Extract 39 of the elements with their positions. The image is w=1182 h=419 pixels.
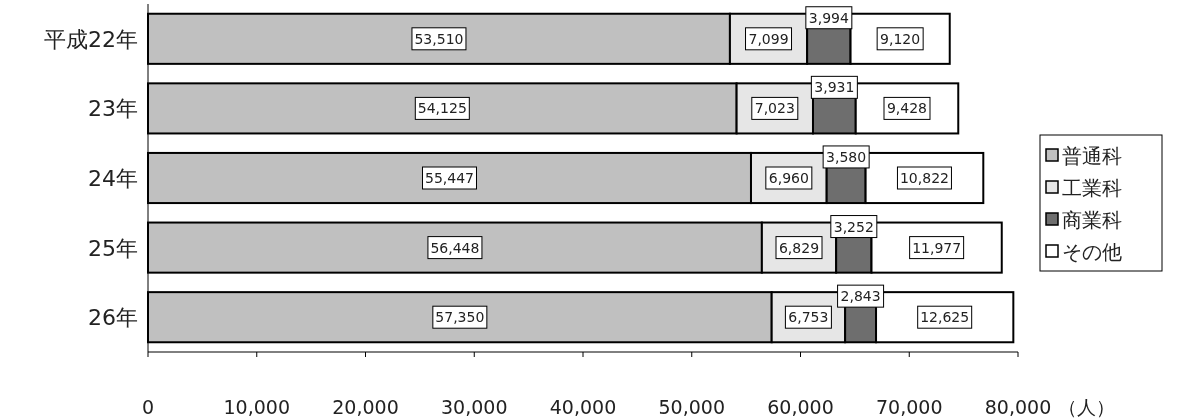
data-label: 3,580 <box>826 148 867 165</box>
data-label: 7,023 <box>754 100 795 117</box>
data-label: 56,448 <box>430 239 480 256</box>
legend-label: 商業科 <box>1062 208 1122 232</box>
x-tick-label: 50,000 <box>658 396 725 418</box>
x-tick-label: 80,000 <box>984 396 1052 418</box>
data-label: 3,252 <box>833 218 874 235</box>
data-label: 3,931 <box>814 79 855 96</box>
legend-label: その他 <box>1062 240 1122 264</box>
x-tick-label: 30,000 <box>441 396 508 418</box>
x-tick-label: 20,000 <box>332 396 399 418</box>
data-label: 9,428 <box>886 100 928 117</box>
legend-label: 普通科 <box>1062 144 1122 168</box>
y-tick-label: 平成22年 <box>44 26 138 52</box>
x-tick-label: 0 <box>141 396 155 418</box>
data-label: 10,822 <box>899 170 949 186</box>
data-label: 3,994 <box>808 9 849 26</box>
legend-label: 工業科 <box>1062 176 1122 200</box>
data-label: 53,510 <box>414 30 464 47</box>
data-label: 11,977 <box>912 239 962 256</box>
data-label: 9,120 <box>880 30 921 47</box>
x-axis-title: （人） <box>1057 396 1115 418</box>
data-label: 6,829 <box>778 239 820 256</box>
data-label: 12,625 <box>920 309 970 326</box>
y-tick-label: 26年 <box>88 305 138 331</box>
data-label: 55,447 <box>424 170 474 186</box>
y-tick-label: 24年 <box>88 166 138 191</box>
data-label: 2,843 <box>840 288 881 305</box>
data-label: 7,099 <box>748 30 789 47</box>
data-label: 54,125 <box>417 100 467 117</box>
data-label: 57,350 <box>435 309 485 326</box>
x-tick-label: 10,000 <box>223 396 290 418</box>
data-label: 6,753 <box>788 309 829 326</box>
y-tick-label: 23年 <box>88 96 138 122</box>
x-tick-label: 40,000 <box>549 396 617 418</box>
data-label: 6,960 <box>768 170 809 186</box>
x-tick-label: 60,000 <box>767 396 834 418</box>
x-tick-label: 70,000 <box>876 396 943 418</box>
y-tick-label: 25年 <box>88 235 138 261</box>
